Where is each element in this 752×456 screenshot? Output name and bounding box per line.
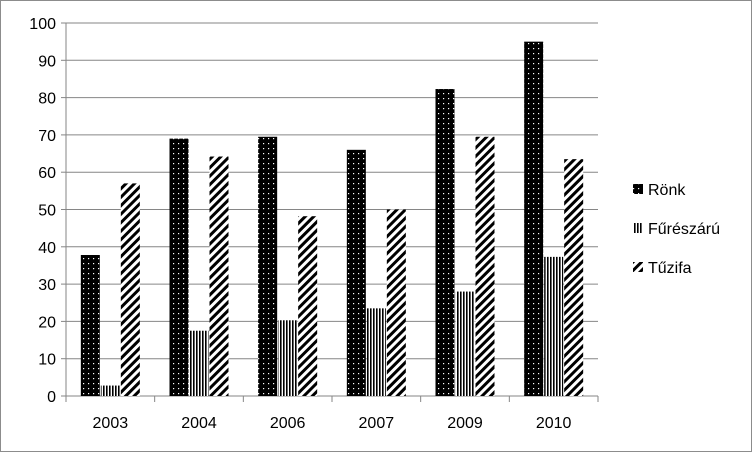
bar-diagonal-stripes-2009 [475,136,495,396]
x-tick-label: 2009 [447,415,483,432]
x-tick-label: 2006 [270,415,306,432]
bar-dots-2004 [169,138,189,396]
legend-label: Fűrészárú [648,221,720,238]
bar-dots-2006 [258,136,278,396]
y-tick-label: 30 [38,277,56,294]
y-tick-label: 10 [38,352,56,369]
y-tick-label: 70 [38,128,56,145]
bar-vertical-stripes-2006 [278,320,298,396]
y-tick-label: 20 [38,314,56,331]
bar-dots-2010 [524,41,544,397]
legend-swatch-vertical-stripes [633,223,643,233]
legend-swatch-diagonal-stripes [633,262,643,272]
legend-label: Tűzifa [648,260,692,277]
y-tick-label: 40 [38,240,56,257]
legend-swatch-dots [633,184,643,194]
bar-diagonal-stripes-2003 [120,183,140,396]
bar-diagonal-stripes-2004 [209,156,229,396]
bar-vertical-stripes-2010 [544,256,564,396]
bar-diagonal-stripes-2007 [386,209,406,396]
bar-vertical-stripes-2009 [455,291,475,396]
x-tick-label: 2003 [93,415,129,432]
bar-dots-2007 [346,149,366,396]
y-tick-label: 0 [47,389,56,406]
bar-vertical-stripes-2003 [100,385,120,396]
y-tick-label: 50 [38,203,56,220]
bar-diagonal-stripes-2006 [298,216,318,396]
bar-dots-2003 [80,255,100,396]
bar-vertical-stripes-2004 [189,330,209,396]
legend-label: Rönk [648,182,686,199]
bars [80,41,584,397]
y-tick-label: 100 [29,16,56,33]
axes: 0 10 20 30 40 50 60 70 80 90 100 2003 2004 2006 2007 20… [29,16,599,432]
bar-vertical-stripes-2007 [366,308,386,396]
y-tick-label: 80 [38,91,56,108]
bar-diagonal-stripes-2010 [564,159,584,396]
y-tick-label: 90 [38,53,56,70]
gridlines [66,22,598,360]
y-tick-label: 60 [38,165,56,182]
x-tick-label: 2010 [536,415,572,432]
bar-dots-2009 [435,89,455,397]
x-tick-label: 2007 [359,415,395,432]
x-tick-label: 2004 [181,415,217,432]
legend: Rönk Fűrészárú Tűzifa [633,182,720,277]
